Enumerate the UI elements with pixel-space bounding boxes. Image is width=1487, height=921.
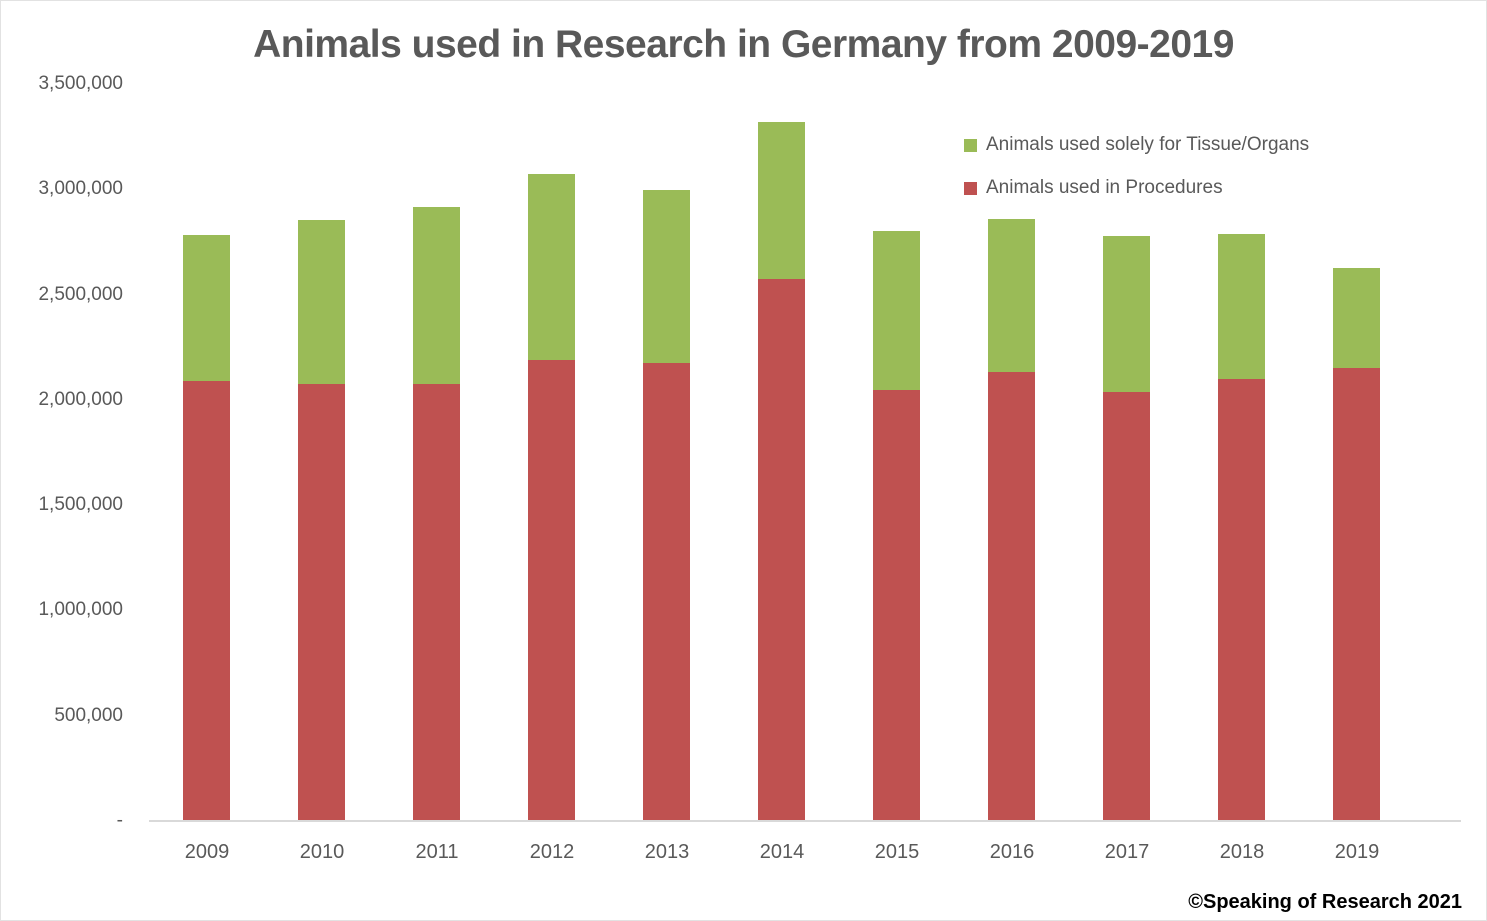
plot-area <box>149 84 1461 821</box>
bar-group-2010 <box>298 220 345 821</box>
bar-group-2019 <box>1333 268 1380 821</box>
bar-segment-tissue-organs <box>413 207 460 384</box>
bar-group-2014 <box>758 122 805 821</box>
bar-segment-tissue-organs <box>183 235 230 381</box>
x-axis-label: 2011 <box>415 841 459 863</box>
bar-group-2016 <box>988 219 1035 821</box>
bar-group-2009 <box>183 235 230 821</box>
bar-segment-procedures <box>643 363 690 821</box>
y-axis-tick-label: 1,500,000 <box>38 494 123 516</box>
bar-segment-procedures <box>988 372 1035 821</box>
chart-title: Animals used in Research in Germany from… <box>253 23 1234 66</box>
x-axis-label: 2010 <box>299 841 345 863</box>
legend-swatch-icon <box>964 181 977 195</box>
bar-segment-procedures <box>758 279 805 821</box>
y-axis-tick-label: 500,000 <box>54 704 123 726</box>
y-axis-tick-label: 3,000,000 <box>38 178 123 200</box>
bar-segment-procedures <box>413 384 460 821</box>
bar-segment-tissue-organs <box>1218 234 1265 379</box>
bar-group-2018 <box>1218 234 1265 821</box>
bar-segment-procedures <box>1333 368 1380 821</box>
bar-group-2017 <box>1103 236 1150 821</box>
bar-segment-procedures <box>873 390 920 821</box>
legend-item: Animals used solely for Tissue/Organs <box>964 132 1309 158</box>
legend: Animals used solely for Tissue/Organs Ani… <box>964 132 1309 218</box>
legend-item-label: Animals used solely for Tissue/Organs <box>986 134 1310 155</box>
bar-segment-tissue-organs <box>1333 268 1380 368</box>
x-axis-label: 2014 <box>759 841 805 863</box>
bar-segment-procedures <box>298 384 345 821</box>
y-axis-tick-label: - <box>116 810 123 831</box>
y-axis-tick-label: 2,000,000 <box>38 388 123 410</box>
x-axis-label: 2013 <box>644 841 690 863</box>
y-axis: - 500,000 1,000,000 1,500,000 2,000,000 2,500… <box>1 1 123 920</box>
x-axis-label: 2017 <box>1104 841 1150 863</box>
x-axis: 2009 2010 2011 2012 2013 2014 2015 2016 2017 2018… <box>149 841 1461 873</box>
y-axis-tick-label: 2,500,000 <box>38 283 123 305</box>
bar-group-2012 <box>528 174 575 821</box>
y-axis-tick-label: 1,000,000 <box>38 599 123 621</box>
x-axis-label: 2012 <box>529 841 575 863</box>
x-axis-label: 2018 <box>1219 841 1265 863</box>
bar-segment-tissue-organs <box>1103 236 1150 392</box>
legend-item-label: Animals used in Procedures <box>986 177 1223 198</box>
legend-swatch-icon <box>964 138 977 152</box>
attribution-text: ©Speaking of Research 2021 <box>1188 891 1462 913</box>
bar-segment-tissue-organs <box>298 220 345 384</box>
x-axis-label: 2019 <box>1334 841 1380 863</box>
x-axis-label: 2016 <box>989 841 1035 863</box>
bar-segment-tissue-organs <box>758 122 805 279</box>
x-axis-line <box>149 820 1461 822</box>
bar-group-2013 <box>643 190 690 821</box>
bar-segment-procedures <box>183 381 230 821</box>
bar-segment-procedures <box>1218 379 1265 821</box>
bar-segment-procedures <box>528 360 575 821</box>
y-axis-tick-label: 3,500,000 <box>38 73 123 94</box>
bar-segment-tissue-organs <box>988 219 1035 372</box>
bar-segment-tissue-organs <box>528 174 575 360</box>
bar-segment-tissue-organs <box>873 231 920 390</box>
x-axis-label: 2009 <box>184 841 230 863</box>
legend-item: Animals used in Procedures <box>964 175 1309 201</box>
bar-group-2011 <box>413 207 460 821</box>
x-axis-label: 2015 <box>874 841 920 863</box>
bar-group-2015 <box>873 231 920 821</box>
bar-segment-tissue-organs <box>643 190 690 363</box>
bar-segment-procedures <box>1103 392 1150 821</box>
